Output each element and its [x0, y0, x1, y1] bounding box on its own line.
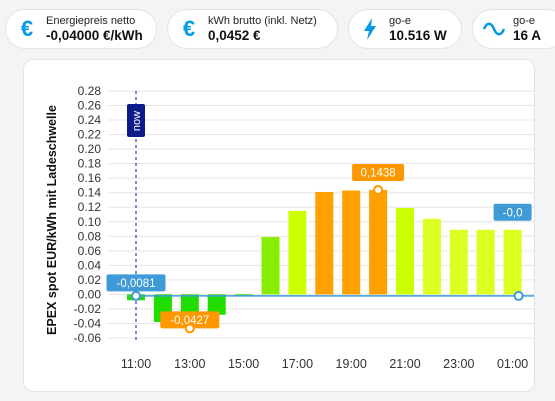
y-tick-label: 0.24: [78, 113, 102, 127]
y-tick-label: 0.18: [78, 157, 102, 171]
data-label: 0,1438: [361, 167, 396, 179]
x-tick-label: 01:00: [497, 357, 528, 371]
x-tick-label: 11:00: [121, 357, 151, 371]
goe-power-chip[interactable]: go-e 10.516 W: [348, 9, 462, 49]
chip-label: go-e: [513, 14, 536, 27]
x-tick-label: 13:00: [174, 357, 205, 371]
y-tick-label: 0.14: [78, 186, 102, 200]
data-point-marker: [373, 184, 384, 195]
y-tick-label: 0.22: [78, 128, 102, 142]
y-tick-label: -0.06: [74, 331, 102, 345]
y-tick-label: 0.12: [78, 200, 102, 214]
x-tick-label: 15:00: [228, 357, 259, 371]
y-tick-label: -0.02: [74, 302, 102, 316]
euro-icon: €: [182, 16, 196, 41]
now-label: now: [131, 111, 143, 131]
x-tick-label: 17:00: [282, 357, 313, 371]
chart-bar: [315, 191, 334, 295]
chip-value: 10.516 W: [389, 27, 447, 43]
x-tick-label: 21:00: [389, 357, 420, 371]
data-label: -0,0081: [116, 278, 155, 290]
chip-value: 16 A: [513, 27, 542, 43]
chart-bar: [342, 190, 361, 295]
euro-icon: €: [20, 16, 34, 41]
y-tick-label: -0.04: [74, 316, 102, 330]
x-tick-label: 23:00: [443, 357, 474, 371]
y-tick-label: 0.16: [78, 171, 102, 185]
data-label: -0,0: [503, 207, 523, 219]
chart-bar: [449, 229, 468, 295]
chart-bar: [422, 218, 441, 295]
data-label: -0,0427: [170, 315, 209, 327]
data-point-marker: [131, 290, 141, 301]
y-tick-label: 0.20: [78, 142, 102, 156]
data-label-box: [106, 274, 166, 292]
price-chart-card: 0.28 0.26 0.24 0.22 0.20 0.18 0.16 0.14 0.12 0.10…: [23, 59, 535, 392]
data-label-box: [352, 163, 405, 181]
threshold-end-marker: [513, 290, 524, 301]
energy-price-chip[interactable]: € Energiepreis netto -0,04000 €/kWh: [5, 9, 157, 49]
kwh-gross-chip[interactable]: € kWh brutto (inkl. Netz) 0,0452 €: [167, 9, 338, 49]
now-marker: [127, 104, 145, 137]
y-tick-label: 0.08: [78, 229, 102, 243]
data-point-marker: [184, 323, 195, 334]
y-tick-label: 0.26: [78, 99, 102, 113]
chip-label: go-e: [389, 14, 412, 27]
y-tick-label: 0.04: [78, 258, 102, 272]
chart-bar: [234, 294, 253, 296]
y-axis-title: EPEX spot EUR/kWh mit Ladeschwelle: [45, 105, 59, 335]
chart-bar: [503, 229, 522, 295]
x-tick-label: 19:00: [336, 357, 367, 371]
chip-value: -0,04000 €/kWh: [46, 27, 143, 43]
chip-label: kWh brutto (inkl. Netz): [208, 14, 317, 27]
goe-current-chip[interactable]: go-e 16 A: [472, 9, 555, 49]
chart-bar: [396, 207, 414, 295]
y-tick-label: 0.10: [78, 215, 102, 229]
data-label-box: [493, 203, 532, 221]
data-label-box: [160, 311, 220, 329]
chip-label: Energiepreis netto: [46, 14, 136, 27]
chart-bar: [476, 229, 495, 295]
chart-bar: [207, 294, 226, 315]
sine-wave-icon: [481, 16, 507, 42]
price-chart: 0.280.260.240.220.200.180.160.140.120.10…: [45, 84, 534, 371]
chart-bar: [261, 237, 280, 295]
chart-bar: [288, 210, 307, 295]
y-tick-label: 0.00: [78, 287, 102, 301]
y-tick-label: 0.06: [78, 244, 102, 258]
chart-bar: [369, 189, 388, 295]
y-tick-label: 0.28: [78, 84, 102, 98]
y-tick-label: 0.02: [78, 273, 102, 287]
lightning-icon: [357, 16, 383, 42]
chip-value: 0,0452 €: [208, 27, 261, 43]
